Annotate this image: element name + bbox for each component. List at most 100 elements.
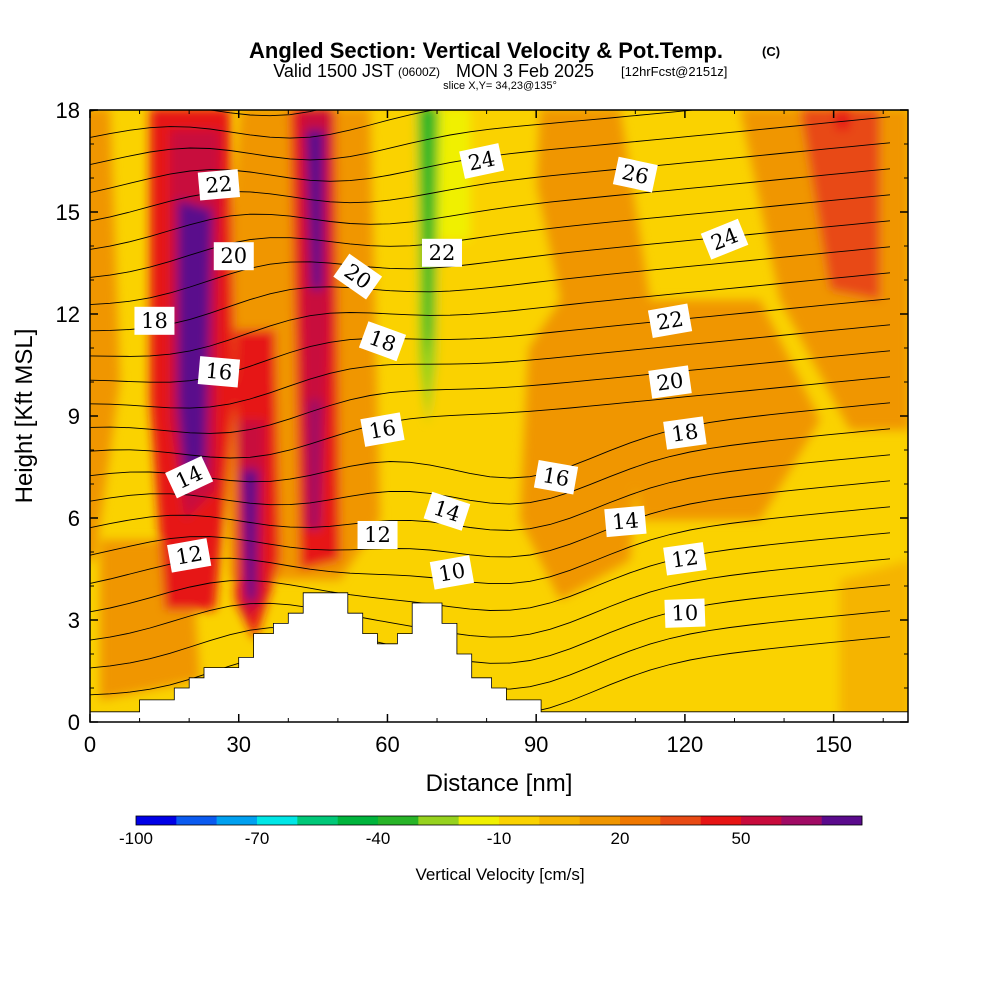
contour-label-value: 26: [620, 160, 651, 189]
theta-contour-line: [90, 110, 319, 117]
theta-contour-line: [90, 532, 891, 613]
contour-label: 12: [663, 542, 707, 576]
colorbar: -100 -70 -40 -10 20 50: [119, 815, 863, 848]
subtitle-date: MON 3 Feb 2025: [456, 61, 594, 81]
colorbar-swatch: [781, 816, 822, 825]
contour-label: 26: [612, 156, 658, 193]
colorbar-swatch: [418, 816, 459, 825]
velocity-region: [420, 110, 436, 360]
colorbar-swatch: [216, 816, 258, 825]
subtitle-line: Valid 1500 JST (0600Z) MON 3 Feb 2025 [1…: [273, 61, 727, 81]
contour-label-value: 18: [670, 419, 700, 446]
contour-label: 22: [197, 169, 241, 201]
y-tick-label: 12: [56, 302, 80, 327]
velocity-region: [835, 110, 850, 130]
theta-contour-line: [90, 584, 891, 669]
contour-label-value: 10: [437, 558, 467, 586]
theta-contour-line: [90, 168, 891, 250]
velocity-region: [178, 200, 212, 490]
colorbar-swatch: [458, 816, 500, 825]
contour-label-value: 20: [220, 244, 247, 268]
colorbar-tick-label: -40: [366, 829, 391, 848]
theta-contour-line: [90, 110, 698, 166]
contour-label-box: [647, 303, 693, 339]
contour-label-box: [360, 412, 405, 447]
contour-label: 22: [647, 303, 693, 339]
contour-label-box: [213, 242, 254, 271]
colorbar-swatch: [378, 816, 419, 825]
contour-label: 16: [533, 459, 579, 495]
x-tick-label: 90: [524, 732, 548, 757]
colorbar-swatch: [620, 816, 661, 825]
y-tick-label: 18: [56, 98, 80, 123]
y-tick-label: 9: [68, 404, 80, 429]
colorbar-swatch: [257, 816, 298, 825]
contour-label-box: [423, 491, 471, 531]
contour-label-value: 16: [205, 359, 234, 385]
contour-label-value: 18: [141, 309, 168, 333]
contour-label-box: [358, 321, 407, 362]
contour-label-box: [663, 542, 707, 576]
contour-label-value: 16: [541, 463, 571, 491]
contour-label-value: 20: [655, 368, 685, 395]
contour-label-value: 10: [671, 601, 699, 626]
theta-contour-line: [90, 110, 436, 139]
title-unit: (C): [762, 44, 780, 59]
contour-label: 18: [663, 416, 707, 450]
contour-label: 18: [358, 321, 407, 362]
contour-label-value: 22: [429, 241, 456, 265]
contour-label: 16: [360, 412, 405, 447]
colorbar-tick-label: 50: [732, 829, 751, 848]
contour-label-box: [357, 521, 398, 549]
velocity-region: [308, 400, 322, 530]
theta-contour-line: [90, 480, 891, 558]
contour-label-box: [664, 598, 706, 628]
colorbar-swatch: [660, 816, 701, 825]
contour-label: 12: [357, 521, 398, 549]
velocity-field: [90, 110, 908, 720]
colorbar-tick-label: 20: [611, 829, 630, 848]
theta-contour-line: [90, 220, 891, 306]
contour-label: 20: [648, 365, 692, 399]
colorbar-tick-label: -10: [487, 829, 512, 848]
subtitle-valid: Valid 1500 JST: [273, 61, 394, 81]
colorbar-frame: [135, 815, 863, 826]
y-axis-title: Height [Kft MSL]: [11, 329, 38, 504]
terrain: [90, 592, 908, 722]
contour-label-value: 24: [466, 146, 497, 175]
colorbar-swatch: [700, 816, 742, 825]
colorbar-swatch: [741, 816, 782, 825]
contour-label: 20: [213, 242, 254, 271]
colorbar-swatch: [136, 816, 177, 825]
contour-label-box: [197, 356, 241, 388]
contour-label-box: [134, 306, 175, 335]
contour-label-box: [533, 459, 579, 495]
x-axis-title: Distance [nm]: [426, 770, 573, 797]
subtitle-slice: slice X,Y= 34,23@135°: [443, 80, 557, 92]
contour-label-box: [421, 238, 462, 267]
contour-label-box: [612, 156, 658, 193]
contour-label-box: [459, 143, 505, 179]
colorbar-swatch: [297, 816, 338, 825]
theta-contour-line: [90, 428, 891, 506]
colorbar-title: Vertical Velocity [cm/s]: [415, 865, 584, 884]
contour-label: 14: [604, 505, 647, 538]
subtitle-zulu: (0600Z): [398, 65, 440, 79]
axes: 0 30 60 90 120 150 0 3 6 9 12 15 18: [56, 98, 908, 757]
contour-label-value: 12: [364, 523, 391, 547]
subtitle-forecast: [12hrFcst@2151z]: [621, 64, 727, 79]
theta-contour-line: [90, 272, 891, 357]
contour-label-box: [165, 456, 214, 499]
colorbar-swatch: [499, 816, 540, 825]
theta-contour-line: [90, 376, 891, 459]
contour-label: 18: [134, 306, 175, 335]
colorbar-swatch: [821, 816, 863, 825]
contour-label-value: 22: [655, 307, 685, 335]
chart-title: Angled Section: Vertical Velocity & Pot.…: [249, 38, 723, 63]
contour-label-box: [648, 365, 692, 399]
colorbar-tick-label: -70: [245, 829, 270, 848]
x-tick-label: 30: [226, 732, 250, 757]
